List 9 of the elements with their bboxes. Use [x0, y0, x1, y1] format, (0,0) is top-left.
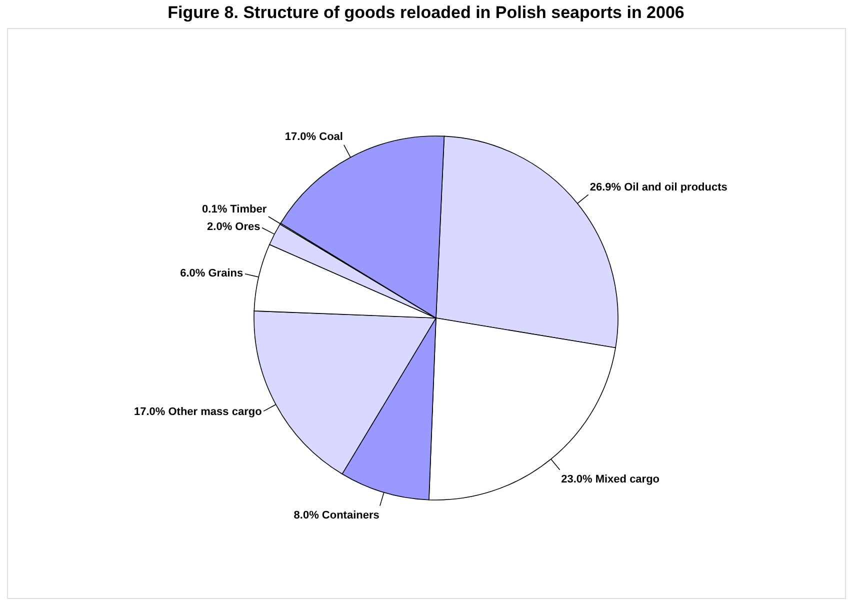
slice-label: 17.0% Coal [284, 131, 343, 144]
slice-label: 0.1% Timber [202, 203, 268, 216]
slice-label: 23.0% Mixed cargo [561, 473, 660, 486]
slice-label: 2.0% Ores [207, 220, 260, 233]
slice-label: 8.0% Containers [294, 510, 380, 522]
slice-label: 17.0% Other mass cargo [134, 406, 262, 418]
chart-title: Figure 8. Structure of goods reloaded in Polish seaports in 2006 [168, 3, 684, 22]
slice-label: 6.0% Grains [180, 267, 244, 280]
slice-label: 26.9% Oil and oil products [590, 181, 728, 194]
